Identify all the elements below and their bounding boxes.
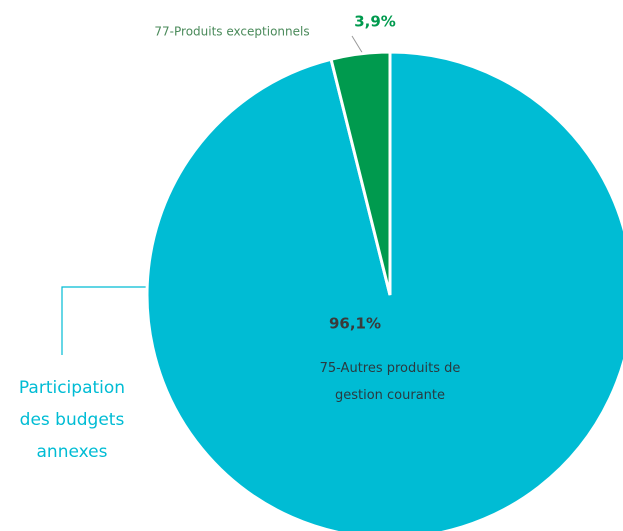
- pie-slice: [145, 50, 623, 531]
- label-leader: [351, 35, 364, 55]
- value-label: 3,9%: [354, 13, 396, 31]
- value-label: 96,1%: [329, 315, 381, 333]
- category-label: 75-Autres produits de gestion courante: [319, 361, 461, 403]
- annotation: Participation des budgets annexes: [18, 378, 126, 462]
- pie-slice: [329, 50, 392, 296]
- category-label: 77-Produits exceptionnels: [154, 25, 309, 39]
- annotation-leader: [61, 286, 147, 355]
